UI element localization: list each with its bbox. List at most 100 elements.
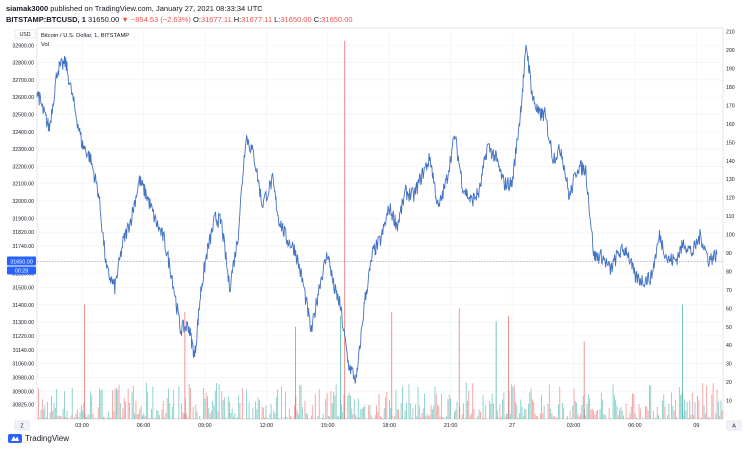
price-change: ▼ −854.53 (−2.63%)	[121, 15, 191, 24]
left-price-axis[interactable]: 32900.00 32800.00 32700.00 32600.00 32500.00…	[12, 43, 34, 408]
volume-bar	[275, 397, 277, 419]
volume-bar	[421, 413, 423, 419]
volume-bar	[123, 398, 125, 419]
volume-bar	[712, 383, 714, 419]
volume-bar	[281, 386, 282, 419]
volume-bar	[595, 411, 597, 419]
time-tick-label: 15:00	[321, 423, 335, 429]
volume-bar	[208, 408, 210, 419]
volume-bar	[54, 407, 56, 419]
volume-bar	[248, 402, 250, 419]
volume-bar	[363, 406, 364, 419]
volume-bar	[589, 398, 591, 419]
volume-bar	[117, 389, 119, 419]
volume-bar	[426, 413, 428, 419]
volume-bar	[353, 399, 355, 419]
volume-bar	[103, 416, 104, 419]
volume-bar	[365, 418, 367, 419]
volume-bar	[368, 405, 370, 419]
volume-bar	[333, 392, 334, 419]
volume-peak-bar	[340, 315, 341, 419]
volume-bar	[83, 402, 85, 419]
volume-bar	[186, 413, 188, 419]
volume-bar	[578, 416, 580, 419]
volume-bar	[41, 399, 43, 419]
volume-bar	[379, 416, 381, 419]
volume-bar	[628, 417, 630, 419]
volume-bar	[364, 405, 366, 419]
volume-bar	[109, 417, 111, 419]
volume-bar	[678, 387, 680, 419]
volume-bar	[169, 403, 171, 419]
volume-bar	[104, 417, 106, 419]
time-tick-label: 06:00	[628, 423, 642, 429]
volume-bar	[416, 416, 418, 419]
time-tick-label: 12:00	[260, 423, 274, 429]
volume-bar	[203, 387, 204, 419]
time-tick-label: 09:00	[198, 423, 212, 429]
volume-bar	[704, 413, 706, 419]
volume-bar	[75, 413, 77, 419]
volume-bar	[404, 410, 406, 419]
volume-bar	[265, 405, 267, 419]
scale-a-label: A	[732, 424, 736, 430]
volume-bar	[516, 404, 518, 419]
volume-bar	[525, 409, 527, 419]
currency-tag	[14, 29, 36, 39]
volume-bar	[468, 390, 470, 419]
volume-bar	[590, 409, 592, 419]
volume-bar	[153, 418, 155, 419]
volume-bar	[190, 387, 191, 419]
volume-bar	[482, 395, 484, 419]
price-tick-label: 32000.00	[12, 199, 34, 205]
volume-bar	[166, 398, 168, 419]
volume-bar	[151, 408, 152, 419]
volume-bar	[331, 403, 333, 419]
volume-bar	[259, 400, 260, 419]
volume-bar	[710, 418, 711, 419]
volume-bar	[456, 401, 458, 419]
volume-bar	[255, 401, 256, 419]
price-tick-label: 32100.00	[12, 182, 34, 188]
time-axis[interactable]: 03:00 06:00 09:00 12:00 15:00 18:00 21:00 27 03:…	[75, 423, 699, 429]
volume-bar	[101, 389, 103, 419]
volume-bar	[537, 416, 539, 419]
volume-bar	[234, 413, 236, 419]
volume-bar	[321, 417, 323, 419]
volume-bar	[400, 403, 402, 419]
volume-bar	[513, 385, 515, 419]
volume-bar	[476, 418, 477, 419]
plot-area[interactable]	[36, 27, 724, 420]
volume-bar	[171, 406, 173, 419]
volume-bar	[296, 410, 298, 419]
volume-bar	[668, 404, 670, 419]
volume-bar	[580, 413, 581, 419]
volume-tick-label: 100	[726, 233, 735, 239]
tradingview-logo[interactable]: TradingView	[8, 434, 69, 443]
price-tick-label: 31740.00	[12, 244, 34, 250]
volume-bar	[329, 416, 331, 419]
volume-bar	[558, 404, 559, 419]
volume-bar	[532, 399, 533, 419]
volume-bar	[277, 389, 279, 419]
volume-bar	[503, 392, 505, 419]
volume-bar	[140, 406, 142, 419]
right-volume-axis[interactable]: 210 200 190 180 170 160 150 140 130 120 110 100 90 80…	[726, 30, 735, 405]
volume-bar	[672, 406, 674, 419]
price-tick-label: 32200.00	[12, 164, 34, 170]
volume-bar	[599, 408, 601, 419]
price-tick-label: 30900.00	[12, 389, 34, 395]
volume-bar	[438, 405, 440, 419]
volume-bar	[439, 416, 441, 419]
volume-bar	[642, 417, 644, 419]
volume-bar	[288, 408, 290, 419]
volume-bar	[461, 413, 463, 419]
volume-bar	[593, 410, 594, 419]
volume-bar	[145, 382, 147, 419]
volume-tick-label: 140	[726, 159, 735, 165]
volume-bar	[199, 416, 201, 419]
volume-bar	[355, 414, 357, 419]
volume-bar	[542, 412, 544, 419]
volume-bar	[720, 400, 722, 419]
